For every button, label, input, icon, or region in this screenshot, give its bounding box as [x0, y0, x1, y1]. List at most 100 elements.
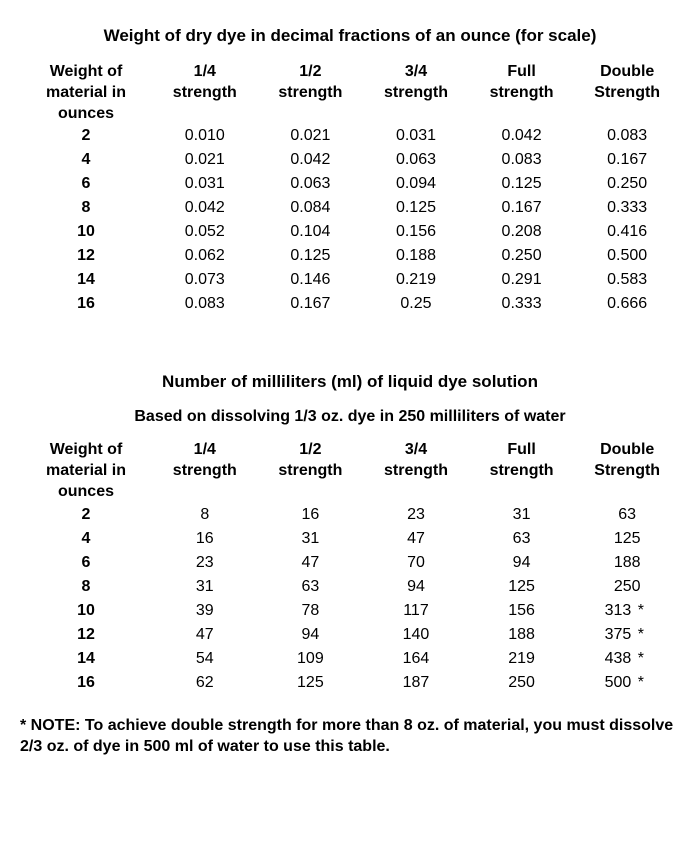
cell-value: 31: [469, 503, 575, 527]
cell-value: 0.010: [152, 124, 258, 148]
cell-value: 0.583: [574, 268, 680, 292]
asterisk-icon: *: [638, 674, 650, 692]
cell-value: 125: [258, 671, 364, 695]
cell-value: 125: [574, 527, 680, 551]
table1-header-2: 1/2strength: [258, 62, 364, 124]
cell-value: 0.063: [258, 172, 364, 196]
table2-header-0: Weight ofmaterial inounces: [20, 440, 152, 502]
table-row: 103978117156313 *: [20, 599, 680, 623]
cell-value: 31: [152, 575, 258, 599]
cell-value: 16: [152, 527, 258, 551]
cell-value: 78: [258, 599, 364, 623]
table2-title: Number of milliliters (ml) of liquid dye…: [20, 372, 680, 392]
row-weight: 14: [20, 268, 152, 292]
cell-value: 0.25: [363, 292, 469, 316]
cell-value: 0.021: [258, 124, 364, 148]
table-row: 140.0730.1460.2190.2910.583: [20, 268, 680, 292]
cell-value: 0.250: [469, 244, 575, 268]
cell-value: 8: [152, 503, 258, 527]
cell-value: 0.062: [152, 244, 258, 268]
table2-header-3: 3/4strength: [363, 440, 469, 502]
row-weight: 16: [20, 292, 152, 316]
cell-value: 0.052: [152, 220, 258, 244]
cell-value: 0.063: [363, 148, 469, 172]
cell-value: 0.042: [469, 124, 575, 148]
cell-value: 31: [258, 527, 364, 551]
cell-value: 94: [469, 551, 575, 575]
table-row: 40.0210.0420.0630.0830.167: [20, 148, 680, 172]
cell-value: 23: [363, 503, 469, 527]
row-weight: 6: [20, 551, 152, 575]
row-weight: 4: [20, 527, 152, 551]
cell-value: 188: [574, 551, 680, 575]
table2-header-2: 1/2strength: [258, 440, 364, 502]
table1-header-row: Weight ofmaterial inounces 1/4strength 1…: [20, 62, 680, 124]
row-weight: 2: [20, 124, 152, 148]
table-row: 416314763125: [20, 527, 680, 551]
cell-value: 47: [258, 551, 364, 575]
row-weight: 14: [20, 647, 152, 671]
cell-value: 250: [574, 575, 680, 599]
table2-header-4: Fullstrength: [469, 440, 575, 502]
row-weight: 12: [20, 244, 152, 268]
cell-value: 0.167: [258, 292, 364, 316]
row-weight: 10: [20, 220, 152, 244]
cell-value: 0.250: [574, 172, 680, 196]
table-row: 8316394125250: [20, 575, 680, 599]
asterisk-icon: *: [638, 650, 650, 668]
cell-value: 0.104: [258, 220, 364, 244]
table-row: 60.0310.0630.0940.1250.250: [20, 172, 680, 196]
table1-header-1: 1/4strength: [152, 62, 258, 124]
cell-value: 0.291: [469, 268, 575, 292]
cell-value: 0.084: [258, 196, 364, 220]
cell-value: 0.416: [574, 220, 680, 244]
row-weight: 10: [20, 599, 152, 623]
cell-value: 313 *: [574, 599, 680, 623]
footnote: * NOTE: To achieve double strength for m…: [20, 715, 680, 758]
cell-value: 63: [258, 575, 364, 599]
cell-value: 0.042: [258, 148, 364, 172]
cell-value: 62: [152, 671, 258, 695]
cell-value: 39: [152, 599, 258, 623]
table2-header-1: 1/4strength: [152, 440, 258, 502]
cell-value: 0.083: [469, 148, 575, 172]
cell-value: 0.333: [469, 292, 575, 316]
cell-value: 0.125: [363, 196, 469, 220]
table-row: 1454109164219438 *: [20, 647, 680, 671]
table-row: 1662125187250500 *: [20, 671, 680, 695]
cell-value: 16: [258, 503, 364, 527]
cell-value: 0.333: [574, 196, 680, 220]
cell-value: 94: [363, 575, 469, 599]
cell-value: 0.208: [469, 220, 575, 244]
asterisk-icon: *: [638, 626, 650, 644]
table1-header-3: 3/4strength: [363, 62, 469, 124]
cell-value: 109: [258, 647, 364, 671]
cell-value: 0.156: [363, 220, 469, 244]
cell-value: 117: [363, 599, 469, 623]
asterisk-icon: *: [638, 602, 650, 620]
cell-value: 0.125: [258, 244, 364, 268]
cell-value: 23: [152, 551, 258, 575]
cell-value: 219: [469, 647, 575, 671]
row-weight: 12: [20, 623, 152, 647]
cell-value: 125: [469, 575, 575, 599]
cell-value: 0.167: [574, 148, 680, 172]
cell-value: 0.125: [469, 172, 575, 196]
cell-value: 47: [363, 527, 469, 551]
row-weight: 8: [20, 575, 152, 599]
cell-value: 0.031: [152, 172, 258, 196]
cell-value: 140: [363, 623, 469, 647]
cell-value: 0.188: [363, 244, 469, 268]
table2: Weight ofmaterial inounces 1/4strength 1…: [20, 440, 680, 694]
cell-value: 0.219: [363, 268, 469, 292]
table1-header-0: Weight ofmaterial inounces: [20, 62, 152, 124]
table-row: 100.0520.1040.1560.2080.416: [20, 220, 680, 244]
cell-value: 0.021: [152, 148, 258, 172]
table-row: 120.0620.1250.1880.2500.500: [20, 244, 680, 268]
table-row: 160.0830.1670.250.3330.666: [20, 292, 680, 316]
row-weight: 8: [20, 196, 152, 220]
cell-value: 94: [258, 623, 364, 647]
cell-value: 500 *: [574, 671, 680, 695]
cell-value: 0.167: [469, 196, 575, 220]
cell-value: 0.073: [152, 268, 258, 292]
